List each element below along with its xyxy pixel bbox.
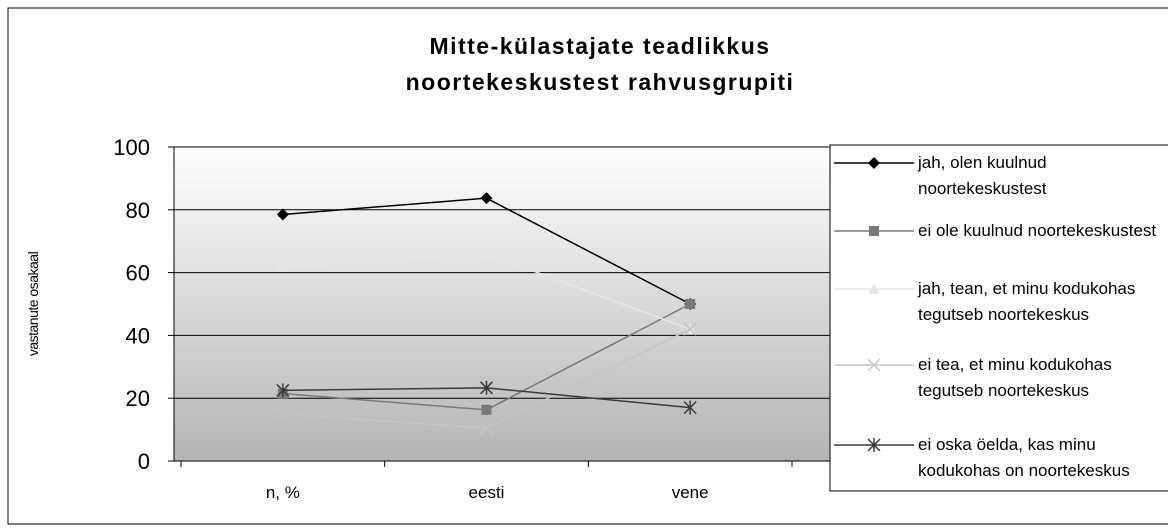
- marker: [683, 322, 697, 336]
- marker: [480, 247, 493, 259]
- x-tick-label: n, %: [266, 483, 300, 502]
- marker: [276, 383, 290, 398]
- marker: [276, 260, 289, 272]
- y-tick-label: 80: [126, 198, 150, 223]
- marker: [685, 299, 696, 309]
- legend-label: ei oska öelda, kas minu kodukohas on noo…: [918, 435, 1130, 480]
- plot-area: [174, 147, 830, 461]
- y-tick-label: 60: [126, 261, 150, 286]
- y-tick-label: 40: [126, 323, 150, 348]
- legend-label: ei tea, et minu kodukohas tegutseb noort…: [918, 355, 1112, 400]
- marker: [869, 226, 879, 236]
- x-tick-label: vene: [672, 483, 709, 502]
- legend-box: [829, 144, 1168, 492]
- marker: [479, 421, 494, 435]
- legend-label: jah, olen kuulnud noortekeskustest: [918, 153, 1047, 198]
- marker: [481, 404, 492, 415]
- marker: [480, 192, 493, 205]
- marker: [683, 400, 697, 415]
- y-axis-label: vastanute osakaal: [25, 251, 41, 356]
- chart-title: Mitte-külastajate teadlikkus noortekesku…: [405, 33, 795, 95]
- marker: [867, 438, 881, 452]
- y-tick-label: 20: [126, 386, 150, 411]
- marker: [868, 157, 880, 169]
- marker: [867, 358, 881, 372]
- marker: [479, 380, 494, 395]
- marker: [276, 208, 289, 221]
- marker: [276, 407, 290, 421]
- legend: jah, olen kuulnud noortekeskustest ei ole…: [830, 145, 1168, 491]
- legend-label: ei ole kuulnud noortekeskustest: [918, 221, 1157, 240]
- legend-label: jah, tean, et minu kodukohas tegutseb no…: [918, 279, 1136, 324]
- y-tick-label: 0: [138, 449, 150, 474]
- x-tick-label: eesti: [469, 483, 505, 502]
- outer-border: [7, 7, 1168, 525]
- y-tick-label: 100: [113, 135, 150, 160]
- marker: [868, 283, 880, 294]
- legend-keys: [834, 157, 914, 452]
